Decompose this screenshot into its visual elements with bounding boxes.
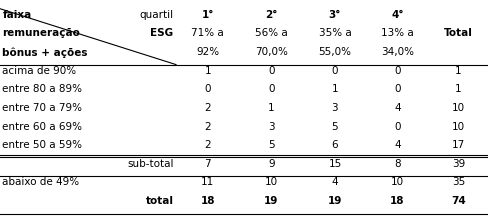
Text: bônus + ações: bônus + ações	[2, 47, 88, 58]
Text: 4: 4	[393, 140, 400, 150]
Text: 13% a: 13% a	[380, 28, 413, 38]
Text: 10: 10	[264, 177, 277, 187]
Text: 0: 0	[393, 84, 400, 94]
Text: entre 50 a 59%: entre 50 a 59%	[2, 140, 82, 150]
Text: 17: 17	[451, 140, 464, 150]
Text: 10: 10	[390, 177, 403, 187]
Text: 35% a: 35% a	[318, 28, 350, 38]
Text: 5: 5	[331, 122, 338, 132]
Text: 10: 10	[451, 103, 464, 113]
Text: 74: 74	[450, 196, 465, 206]
Text: 3°: 3°	[328, 10, 341, 20]
Text: 0: 0	[393, 66, 400, 76]
Text: 55,0%: 55,0%	[318, 47, 351, 57]
Text: 3: 3	[331, 103, 338, 113]
Text: 2: 2	[204, 122, 211, 132]
Text: 7: 7	[204, 159, 211, 169]
Text: 35: 35	[451, 177, 464, 187]
Text: 15: 15	[327, 159, 341, 169]
Text: 4: 4	[331, 177, 338, 187]
Text: 0: 0	[204, 84, 211, 94]
Text: 9: 9	[267, 159, 274, 169]
Text: 4: 4	[393, 103, 400, 113]
Text: 6: 6	[331, 140, 338, 150]
Text: total: total	[145, 196, 173, 206]
Text: 2: 2	[204, 140, 211, 150]
Text: 70,0%: 70,0%	[254, 47, 287, 57]
Text: 2°: 2°	[264, 10, 277, 20]
Text: 56% a: 56% a	[255, 28, 287, 38]
Text: 8: 8	[393, 159, 400, 169]
Text: ESG: ESG	[150, 28, 173, 38]
Text: sub-total: sub-total	[127, 159, 173, 169]
Text: Total: Total	[443, 28, 472, 38]
Text: 71% a: 71% a	[191, 28, 224, 38]
Text: 0: 0	[393, 122, 400, 132]
Text: faixa: faixa	[2, 10, 32, 20]
Text: entre 70 a 79%: entre 70 a 79%	[2, 103, 82, 113]
Text: 39: 39	[451, 159, 464, 169]
Text: 1: 1	[331, 84, 338, 94]
Text: 18: 18	[389, 196, 404, 206]
Text: 3: 3	[267, 122, 274, 132]
Text: 1°: 1°	[201, 10, 214, 20]
Text: 19: 19	[264, 196, 278, 206]
Text: remuneração: remuneração	[2, 28, 80, 38]
Text: 0: 0	[267, 84, 274, 94]
Text: 11: 11	[201, 177, 214, 187]
Text: quartil: quartil	[139, 10, 173, 20]
Text: 92%: 92%	[196, 47, 219, 57]
Text: abaixo de 49%: abaixo de 49%	[2, 177, 80, 187]
Text: 19: 19	[327, 196, 342, 206]
Text: 0: 0	[267, 66, 274, 76]
Text: 0: 0	[331, 66, 338, 76]
Text: 2: 2	[204, 103, 211, 113]
Text: 5: 5	[267, 140, 274, 150]
Text: 1: 1	[267, 103, 274, 113]
Text: 34,0%: 34,0%	[380, 47, 413, 57]
Text: 1: 1	[454, 84, 461, 94]
Text: 1: 1	[204, 66, 211, 76]
Text: 4°: 4°	[390, 10, 403, 20]
Text: entre 60 a 69%: entre 60 a 69%	[2, 122, 82, 132]
Text: 18: 18	[200, 196, 215, 206]
Text: 1: 1	[454, 66, 461, 76]
Text: 10: 10	[451, 122, 464, 132]
Text: acima de 90%: acima de 90%	[2, 66, 77, 76]
Text: entre 80 a 89%: entre 80 a 89%	[2, 84, 82, 94]
